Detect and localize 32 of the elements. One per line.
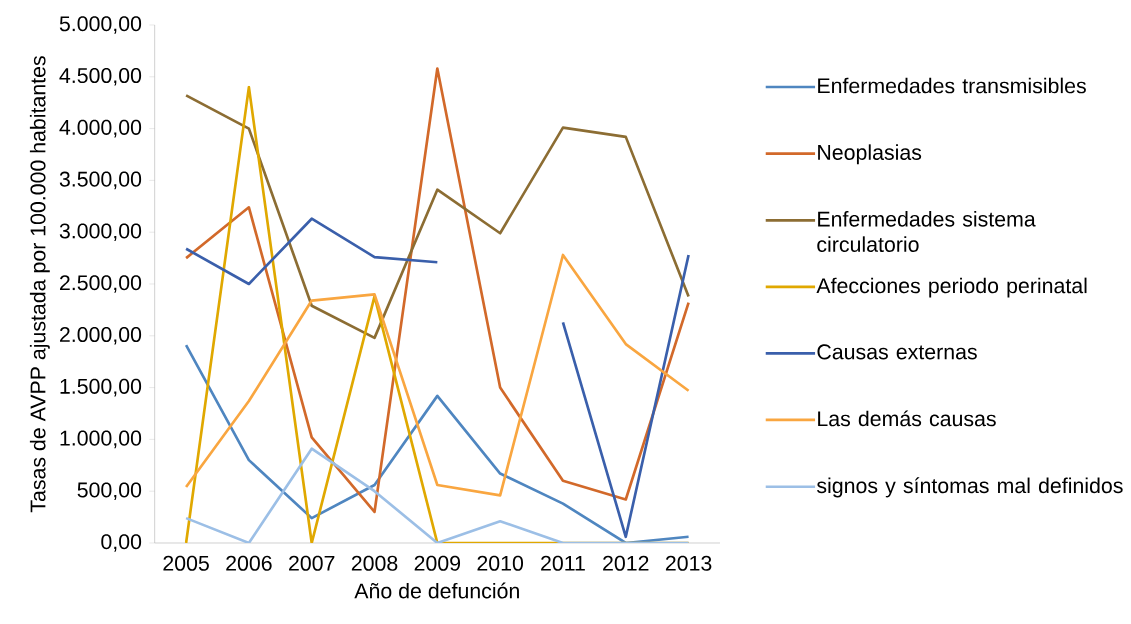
- x-tick-label: 2012: [603, 555, 649, 571]
- y-tick-label: 4.000,00: [59, 119, 142, 138]
- y-tick-label: 2.500,00: [59, 275, 142, 293]
- x-tick-label: 2008: [351, 555, 398, 571]
- line-series: [184, 343, 690, 543]
- y-tick-label: 3.000,00: [59, 223, 142, 241]
- x-tick-label: 2010: [477, 555, 524, 571]
- y-axis-title: Tasas de AVPP ajustada por 100.000 habitantes: [29, 56, 50, 513]
- x-tick-label: 2013: [665, 555, 712, 571]
- y-tick-label: 4.500,00: [59, 67, 142, 86]
- line-series: [184, 94, 690, 340]
- legend-label: Las demás causas: [818, 410, 996, 427]
- legend-label: Causas externas: [817, 344, 977, 360]
- y-tick-label: 2.000,00: [59, 326, 142, 345]
- legend-label: Afecciones periodo perinatal: [816, 277, 1087, 298]
- y-tick-label: 3.500,00: [59, 171, 142, 190]
- y-tick-label: 0,00: [101, 534, 142, 552]
- legend-label: Enfermedades sistema circulatorio: [817, 210, 1036, 252]
- y-tick-label: 5.000,00: [59, 16, 142, 34]
- y-tick-label: 1.500,00: [60, 378, 142, 397]
- x-tick-label: 2006: [226, 555, 272, 571]
- x-axis-title: Año de defunción: [354, 582, 519, 599]
- x-tick-label: 2009: [414, 555, 461, 571]
- x-tick-label: 2011: [541, 555, 585, 571]
- y-tick-label: 1.000,00: [60, 430, 142, 449]
- legend-label: Neoplasias: [818, 144, 922, 165]
- x-tick-label: 2005: [163, 555, 209, 571]
- line-series: [184, 253, 690, 497]
- legend-label: signos y síntomas mal definidos: [816, 477, 1123, 498]
- y-tick-label: 500,00: [77, 482, 142, 500]
- x-tick-label: 2007: [289, 555, 335, 571]
- legend-label: Enfermedades transmisibles: [818, 77, 1086, 94]
